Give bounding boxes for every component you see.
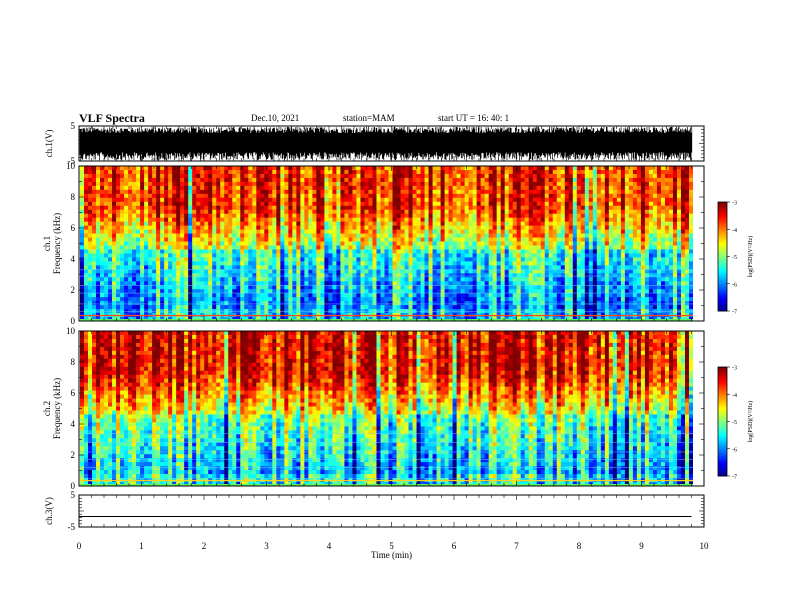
- y-tick-label: 6: [71, 223, 76, 233]
- station-label: station=MAM: [343, 113, 395, 123]
- ch2-spectrogram-image: [80, 331, 693, 486]
- y-axis-label-channel: ch.2: [42, 401, 52, 416]
- x-tick-label: 0: [77, 541, 82, 551]
- colorbar-tick-label: -5: [732, 420, 737, 426]
- y-tick-label: 6: [71, 388, 76, 398]
- colorbar-tick-label: -4: [732, 228, 737, 234]
- colorbar-tick-label: -4: [732, 393, 737, 399]
- y-tick-label: -5: [68, 522, 76, 532]
- colorbar-tick-label: -3: [732, 201, 737, 207]
- colorbar-tick-label: -6: [732, 282, 737, 288]
- y-tick-label: 4: [71, 254, 76, 264]
- x-tick-label: 5: [389, 541, 394, 551]
- colorbar-label: log(PSD)(V²/Hz): [747, 236, 754, 277]
- colorbar-tick-label: -7: [732, 475, 737, 481]
- y-tick-label: 10: [66, 326, 76, 336]
- date-label: Dec.10, 2021: [251, 113, 300, 123]
- x-tick-label: 10: [700, 541, 710, 551]
- x-tick-label: 8: [577, 541, 582, 551]
- y-tick-label: 0: [71, 316, 76, 326]
- ch1-spectrogram-image: [80, 166, 693, 321]
- y-tick-label: 5: [71, 490, 76, 500]
- x-tick-label: 1: [139, 541, 144, 551]
- y-tick-label: 8: [71, 192, 76, 202]
- ch1-waveform-core: [80, 138, 692, 150]
- colorbar-tick-label: -5: [732, 255, 737, 261]
- colorbar-tick-label: -6: [732, 447, 737, 453]
- y-tick-label: 2: [71, 450, 76, 460]
- y-tick-label: -5: [68, 156, 76, 166]
- x-tick-label: 2: [202, 541, 207, 551]
- y-tick-label: 0: [71, 481, 76, 491]
- x-tick-label: 3: [264, 541, 269, 551]
- y-axis-label-channel: ch.1: [42, 236, 52, 251]
- y-tick-label: 4: [71, 419, 76, 429]
- x-tick-label: 4: [327, 541, 332, 551]
- ch2-colorbar: [717, 366, 730, 477]
- plot-title: VLF Spectra: [79, 111, 145, 125]
- x-axis-label: Time (min): [371, 550, 412, 560]
- colorbar-tick-label: -3: [732, 366, 737, 372]
- colorbar-tick-label: -7: [732, 310, 737, 316]
- y-axis-label: Frequency (kHz): [52, 378, 62, 439]
- y-axis-label: ch.3(V): [44, 497, 54, 525]
- x-tick-label: 6: [452, 541, 457, 551]
- colorbar-label: log(PSD)(V²/Hz): [747, 401, 754, 442]
- y-axis-label: Frequency (kHz): [52, 213, 62, 274]
- x-tick-label: 7: [514, 541, 519, 551]
- y-axis-label: ch.1(V): [44, 130, 54, 158]
- ch1-colorbar: [717, 201, 730, 312]
- y-tick-label: 2: [71, 285, 76, 295]
- y-tick-label: 5: [71, 121, 76, 131]
- y-tick-label: 10: [66, 161, 76, 171]
- start-ut-label: start UT = 16: 40: 1: [438, 113, 510, 123]
- x-tick-label: 9: [639, 541, 644, 551]
- y-tick-label: 8: [71, 357, 76, 367]
